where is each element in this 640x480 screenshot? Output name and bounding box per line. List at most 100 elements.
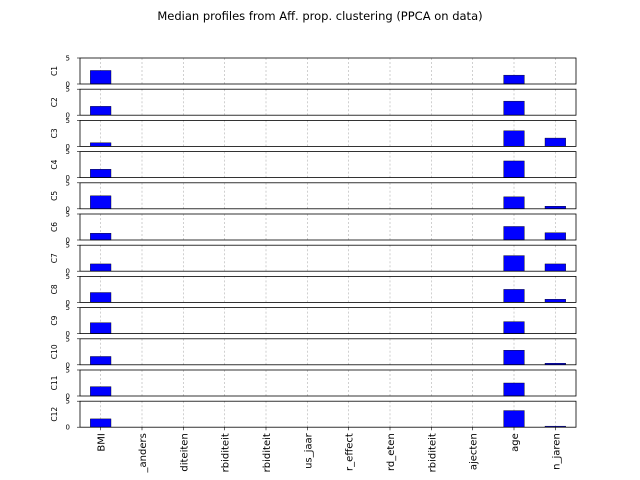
panel-c10: 0 5 C10	[50, 335, 577, 369]
series-label-c9: C9	[50, 315, 59, 325]
series-label-c2: C2	[50, 97, 59, 107]
x-tick-label: us_jaar	[303, 432, 314, 469]
panel-frame	[79, 182, 577, 210]
panel-frame	[79, 88, 577, 116]
bar-c3-10	[503, 130, 525, 147]
bar-c6-0	[90, 233, 112, 241]
bar-c6-11	[544, 232, 566, 241]
panel-frame	[79, 400, 577, 428]
y-tick-label: 0	[66, 330, 70, 338]
bar-c4-10	[503, 160, 525, 178]
x-tick-label: ajecten	[469, 433, 480, 470]
y-tick-label: 5	[66, 273, 70, 281]
panel-c3: 0 5 C3	[50, 117, 577, 151]
panel-c5: 0 5 C5	[50, 179, 577, 213]
panel-group: 05C105C205C305C405C505C605C705C805C905C1…	[50, 55, 577, 432]
series-label-c1: C1	[50, 66, 59, 76]
bar-c7-10	[503, 255, 525, 272]
bar-c5-0	[90, 195, 112, 210]
panel-c7: 0 5 C7	[50, 242, 577, 276]
y-tick-label: 5	[66, 367, 70, 375]
panel-frame	[79, 120, 577, 147]
y-tick-label: 0	[66, 361, 70, 369]
panel-c11: 0 5 C11	[50, 367, 577, 401]
panel-frame	[79, 213, 577, 241]
bar-c9-10	[503, 321, 525, 334]
series-label-c12: C12	[50, 407, 59, 422]
y-tick-label: 5	[66, 86, 70, 94]
y-tick-label: 0	[66, 268, 70, 276]
x-tick-label: rbiditeit	[427, 433, 438, 472]
series-label-c7: C7	[50, 253, 59, 263]
bar-c3-0	[90, 142, 112, 147]
panel-frame	[79, 275, 577, 303]
panel-frame	[79, 57, 577, 85]
panel-frame	[79, 338, 577, 366]
x-tick-label: rd_eten	[386, 433, 397, 471]
bar-c8-11	[544, 299, 566, 303]
series-label-c4: C4	[50, 159, 59, 169]
y-tick-label: 0	[66, 174, 70, 182]
bar-c12-10	[503, 410, 525, 428]
series-label-c6: C6	[50, 222, 59, 232]
y-tick-label: 0	[66, 299, 70, 307]
x-tick-label: age	[510, 433, 521, 452]
bar-c1-0	[90, 70, 112, 85]
y-tick-label: 0	[66, 143, 70, 151]
y-tick-label: 5	[66, 179, 70, 187]
x-tick-label-group: BMI _anders diteiten rbiditeit rbiditeit us_j…	[97, 432, 563, 473]
y-tick-label: 0	[66, 81, 70, 89]
y-tick-label: 0	[66, 237, 70, 245]
y-tick-label: 0	[66, 112, 70, 120]
bar-c10-10	[503, 350, 525, 365]
x-tick-label: rbiditeit	[221, 433, 232, 472]
series-label-c11: C11	[50, 375, 59, 390]
x-tick-label: diteiten	[179, 433, 190, 471]
y-tick-label: 0	[66, 424, 70, 432]
y-tick-label: 5	[66, 117, 70, 125]
panel-frame	[79, 307, 577, 335]
x-tick-label: rbiditeit	[262, 433, 273, 472]
x-tick-label: n_jaren	[551, 433, 562, 470]
bar-c6-10	[503, 226, 525, 241]
y-tick-label: 5	[66, 55, 70, 63]
y-tick-label: 5	[66, 304, 70, 312]
x-tick-label: _anders	[138, 433, 149, 473]
panel-c4: 0 5 C4	[50, 148, 577, 182]
bar-c2-0	[90, 106, 112, 116]
y-tick-label: 5	[66, 242, 70, 250]
y-tick-label: 0	[66, 205, 70, 213]
y-tick-label: 0	[66, 393, 70, 401]
panel-c12: 0 5 C12	[50, 398, 577, 432]
bar-c7-11	[544, 263, 566, 272]
x-tick-label: BMI	[97, 433, 108, 451]
y-tick-label: 5	[66, 148, 70, 156]
panel-c8: 0 5 C8	[50, 273, 577, 307]
y-tick-label: 5	[66, 335, 70, 343]
bar-c12-0	[90, 418, 112, 428]
y-tick-label: 5	[66, 398, 70, 406]
bar-c8-0	[90, 292, 112, 303]
panel-c1: 0 5 C1	[50, 55, 577, 89]
panel-c9: 0 5 C9	[50, 304, 577, 338]
chart-title: Median profiles from Aff. prop. clusteri…	[157, 9, 482, 23]
bar-c9-0	[90, 322, 112, 334]
bar-c7-0	[90, 263, 112, 272]
panel-frame	[79, 151, 577, 179]
bar-c5-10	[503, 196, 525, 209]
bar-c4-0	[90, 169, 112, 178]
panel-c6: 0 5 C6	[50, 211, 577, 245]
bar-c8-10	[503, 289, 525, 303]
bar-c1-10	[503, 74, 525, 85]
series-label-c5: C5	[50, 191, 59, 201]
series-label-c3: C3	[50, 128, 59, 138]
bar-c11-10	[503, 382, 525, 397]
series-label-c8: C8	[50, 284, 59, 294]
bar-c10-0	[90, 356, 112, 366]
panel-frame	[79, 244, 577, 272]
panel-frame	[79, 369, 577, 397]
bar-c3-11	[544, 137, 566, 147]
panel-c2: 0 5 C2	[50, 86, 577, 120]
series-label-c10: C10	[50, 344, 59, 359]
